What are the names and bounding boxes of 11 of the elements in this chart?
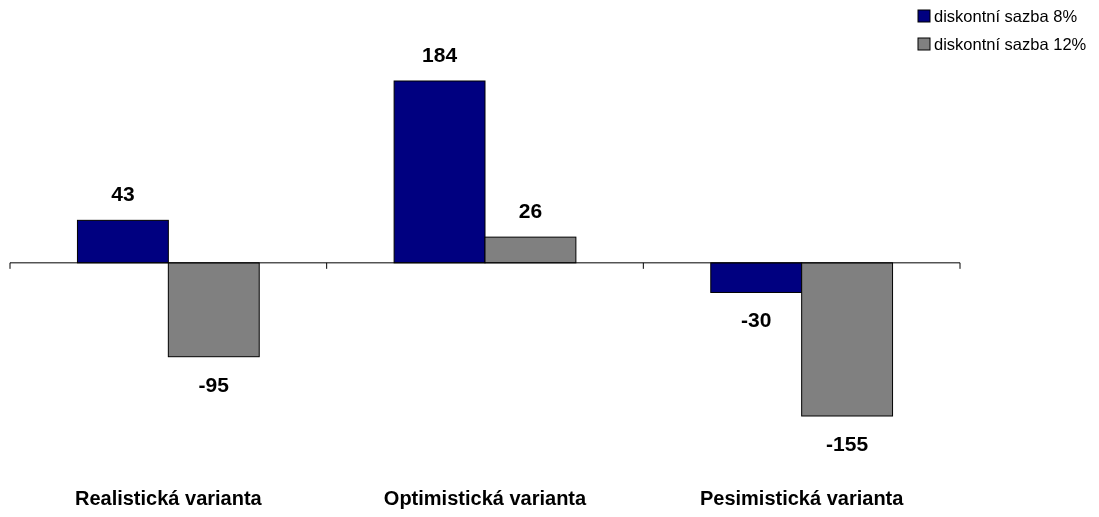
x-tick-label: Realistická varianta <box>74 487 263 509</box>
data-label: 26 <box>518 199 543 223</box>
legend-label: diskontní sazba 12% <box>934 35 1087 53</box>
data-label: -155 <box>826 432 869 455</box>
x-tick-label: Pesimistická varianta <box>699 487 905 509</box>
data-label: 43 <box>111 182 135 206</box>
x-tick-label: Optimistická varianta <box>383 487 588 509</box>
data-label: -95 <box>198 372 230 396</box>
data-label: 184 <box>422 43 458 66</box>
legend-label: diskontní sazba 8% <box>934 7 1078 25</box>
data-label: -30 <box>741 308 772 332</box>
